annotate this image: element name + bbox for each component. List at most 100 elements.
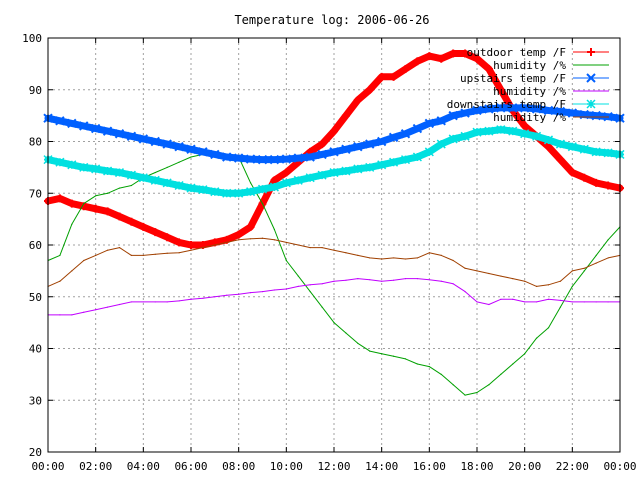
data-point [365,85,374,94]
data-point [413,57,422,66]
data-point [330,127,338,136]
data-point [130,254,133,256]
data-point [476,391,478,394]
data-point [318,140,327,149]
data-point [154,301,156,303]
data-point [79,162,89,172]
data-point [190,298,192,300]
data-point [460,108,470,118]
data-point [238,293,240,295]
data-point [59,254,61,256]
data-point [381,258,383,260]
data-point [245,154,256,164]
data-point [139,222,148,231]
data-point [174,180,184,191]
data-point [555,106,566,117]
data-point [400,129,411,139]
data-point [226,294,228,296]
data-point [543,105,554,116]
data-point [249,182,252,184]
data-point [273,239,276,241]
data-point [436,139,446,149]
data-point [357,254,359,256]
data-point [571,270,573,272]
data-point [369,279,371,281]
data-point [67,199,76,208]
data-point [449,49,458,58]
data-point [106,306,109,308]
data-point [210,149,220,160]
data-point [130,301,133,303]
data-point [595,254,597,256]
x-tick-label: 22:00 [556,460,589,473]
data-point [392,257,395,259]
data-point [555,139,565,149]
data-point [127,217,136,226]
data-point [309,284,311,286]
data-point [357,278,359,280]
data-point [416,257,419,259]
data-point [484,104,494,114]
data-point [114,129,125,139]
data-point [416,278,419,280]
data-point [500,298,502,300]
data-point [166,252,168,254]
data-point [512,363,514,365]
data-point [392,355,395,357]
data-point [166,166,168,168]
data-point [118,187,121,189]
data-point [484,65,493,74]
data-point [297,275,299,277]
data-point [166,301,168,303]
data-point [535,337,538,339]
y-tick-label: 100 [22,32,42,45]
data-point [257,184,268,194]
data-point [452,283,454,285]
data-point [269,182,279,192]
data-point [270,176,279,185]
data-point [508,126,518,136]
data-point [535,285,538,287]
series-1 [44,49,624,249]
data-point [377,72,386,81]
data-point [321,246,323,249]
data-point [329,147,339,157]
data-point [321,306,323,308]
data-point [293,153,303,163]
data-point [440,373,442,375]
legend-label: humidity /% [493,111,566,124]
data-point [273,228,276,231]
data-point [103,207,112,216]
data-point [126,131,137,142]
data-point [55,194,64,203]
data-point [190,156,192,158]
data-point [531,104,542,114]
series-4 [47,278,621,316]
data-point [151,228,160,237]
data-point [595,262,597,264]
data-point [142,301,144,303]
x-tick-label: 14:00 [365,460,398,473]
data-point [186,144,196,154]
data-point [341,144,351,154]
data-point [437,54,446,63]
data-point [214,244,216,246]
data-point [154,171,156,174]
data-point [436,116,446,126]
data-point [333,249,335,251]
data-point [190,249,192,251]
data-point [162,178,172,188]
data-point [234,230,243,239]
data-point [345,279,347,281]
data-point [341,111,350,120]
data-point [55,157,65,167]
data-point [571,301,573,303]
y-tick-label: 60 [29,239,42,252]
data-point [473,54,481,63]
data-point [329,168,339,178]
data-point [309,246,311,249]
data-point [222,188,232,198]
chart-title: Temperature log: 2006-06-26 [234,13,429,27]
data-point [95,309,97,311]
